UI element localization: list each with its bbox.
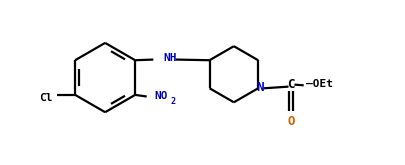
Text: —OEt: —OEt: [306, 79, 333, 89]
Text: 2: 2: [171, 97, 175, 106]
Text: Cl: Cl: [39, 93, 52, 103]
Text: N: N: [256, 81, 264, 94]
Text: NO: NO: [154, 91, 168, 101]
Text: O: O: [288, 115, 295, 128]
Text: NH: NH: [164, 53, 177, 63]
Text: C: C: [288, 78, 295, 91]
